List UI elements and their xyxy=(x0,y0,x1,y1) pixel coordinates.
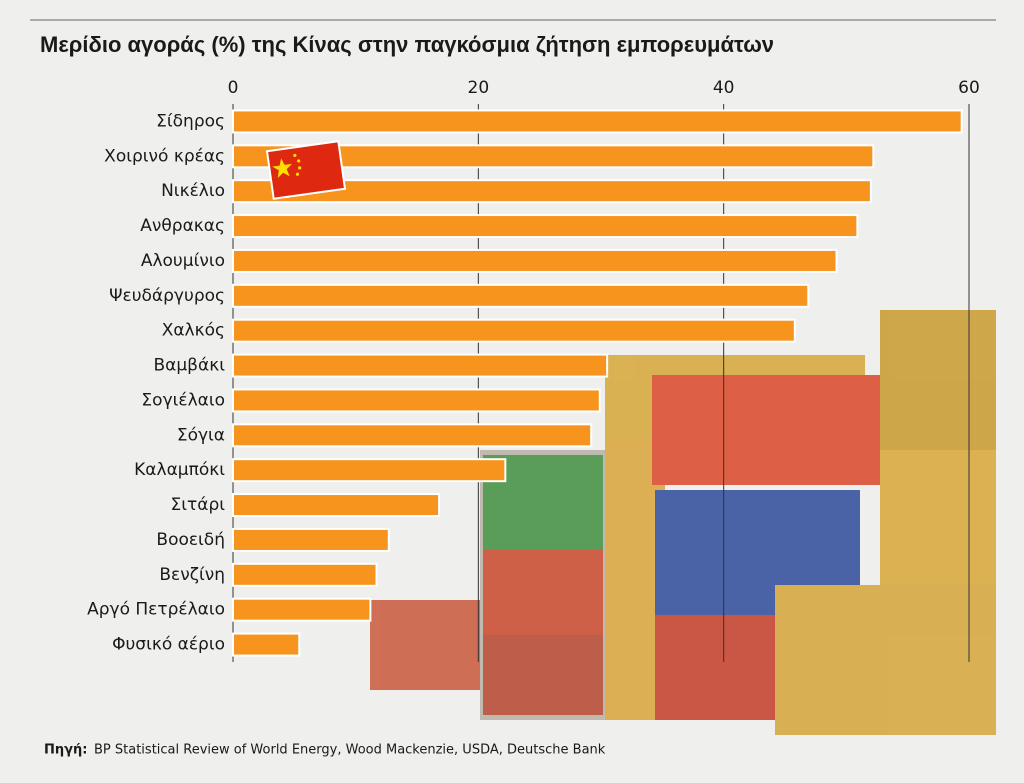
y-tick-label: Αλουμίνιο xyxy=(141,251,225,271)
y-tick-label: Ψευδάργυρος xyxy=(109,286,225,306)
bar xyxy=(232,179,872,204)
y-tick-label: Βαμβάκι xyxy=(153,356,225,376)
bar xyxy=(232,562,378,587)
bar xyxy=(232,214,859,239)
bar xyxy=(232,388,601,413)
y-tick-label: Νικέλιο xyxy=(161,181,225,201)
china-flag xyxy=(265,140,347,200)
bar xyxy=(232,248,838,273)
y-tick-label: Ανθρακας xyxy=(140,216,225,236)
bar xyxy=(232,597,372,622)
y-tick-label: Χαλκός xyxy=(162,321,225,341)
bar xyxy=(232,144,875,169)
bar xyxy=(232,458,507,483)
bar xyxy=(232,318,796,343)
y-tick-label: Σιτάρι xyxy=(171,495,226,515)
bar xyxy=(232,353,609,378)
background-photo xyxy=(370,310,996,735)
bar xyxy=(232,423,593,448)
y-tick-label: Αργό Πετρέλαιο xyxy=(87,600,225,620)
source: BP Statistical Review of World Energy, W… xyxy=(94,743,606,758)
y-tick-label: Καλαμπόκι xyxy=(134,460,225,480)
bar xyxy=(232,109,963,134)
y-tick-label: Βενζίνη xyxy=(159,565,225,585)
y-tick-label: Φυσικό αέριο xyxy=(112,635,225,655)
chart-title: Μερίδιο αγοράς (%) της Κίνας στην παγκόσ… xyxy=(40,32,774,57)
bar xyxy=(232,283,810,308)
x-tick-label: 0 xyxy=(228,78,239,98)
bar xyxy=(232,493,441,518)
source-label: Πηγή: xyxy=(44,743,87,758)
y-tick-label: Σόγια xyxy=(177,425,225,445)
bar xyxy=(232,527,390,552)
y-tick-label: Χοιρινό κρέας xyxy=(104,146,225,166)
x-tick-label: 40 xyxy=(713,78,735,98)
y-tick-label: Σίδηρος xyxy=(156,111,225,131)
bar xyxy=(232,632,301,657)
y-tick-label: Βοοειδή xyxy=(156,530,225,550)
x-tick-label: 20 xyxy=(468,78,490,98)
y-tick-label: Σογιέλαιο xyxy=(141,390,225,410)
x-tick-label: 60 xyxy=(958,78,980,98)
